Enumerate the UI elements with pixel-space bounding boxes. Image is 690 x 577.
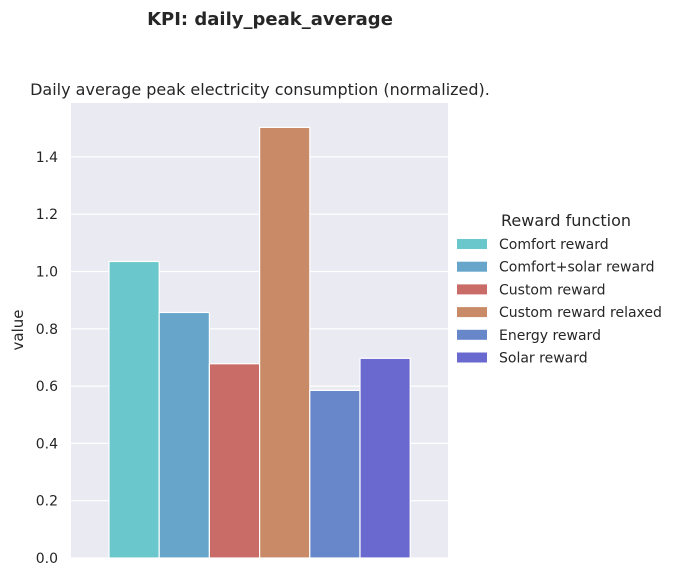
y-tick-label: 1.4	[36, 150, 58, 166]
y-axis-label: value	[9, 310, 27, 351]
y-tick-label: 0.2	[36, 494, 58, 510]
y-tick-label: 0.8	[36, 322, 58, 338]
y-tick-labels: 0.0 0.2 0.4 0.6 0.8 1.0 1.2 1.4	[36, 150, 58, 567]
y-tick-label: 1.0	[36, 265, 58, 281]
legend-label: Comfort+solar reward	[499, 260, 654, 276]
legend-swatch	[457, 329, 487, 340]
bar-comfort-solar-reward	[158, 311, 210, 559]
legend-label: Energy reward	[499, 328, 601, 344]
legend-swatch	[457, 307, 487, 318]
legend-title: Reward function	[501, 211, 631, 230]
legend-items: Comfort reward Comfort+solar reward Custom…	[457, 237, 662, 367]
chart-title: KPI: daily_peak_average	[147, 9, 393, 30]
y-tick-label: 1.2	[36, 207, 58, 223]
bar-custom-reward	[208, 363, 261, 559]
bar-solar-reward	[359, 357, 411, 559]
legend-swatch	[457, 284, 487, 295]
legend-label: Solar reward	[499, 351, 588, 367]
chart-subtitle: Daily average peak electricity consumpti…	[30, 80, 490, 99]
bar-comfort-reward	[108, 260, 160, 559]
legend-swatch	[457, 239, 487, 249]
legend: Reward function Comfort reward Comfort+so…	[457, 211, 662, 367]
bar-energy-reward	[309, 389, 361, 559]
bar-custom-reward-relaxed	[259, 126, 311, 559]
legend-swatch	[457, 352, 487, 363]
legend-swatch	[457, 261, 487, 272]
y-tick-label: 0.4	[36, 436, 58, 452]
legend-label: Comfort reward	[499, 237, 609, 253]
legend-label: Custom reward	[499, 282, 606, 298]
y-tick-label: 0.6	[36, 379, 58, 395]
bars	[108, 126, 411, 559]
legend-label: Custom reward relaxed	[499, 305, 662, 321]
y-tick-label: 0.0	[36, 551, 58, 567]
